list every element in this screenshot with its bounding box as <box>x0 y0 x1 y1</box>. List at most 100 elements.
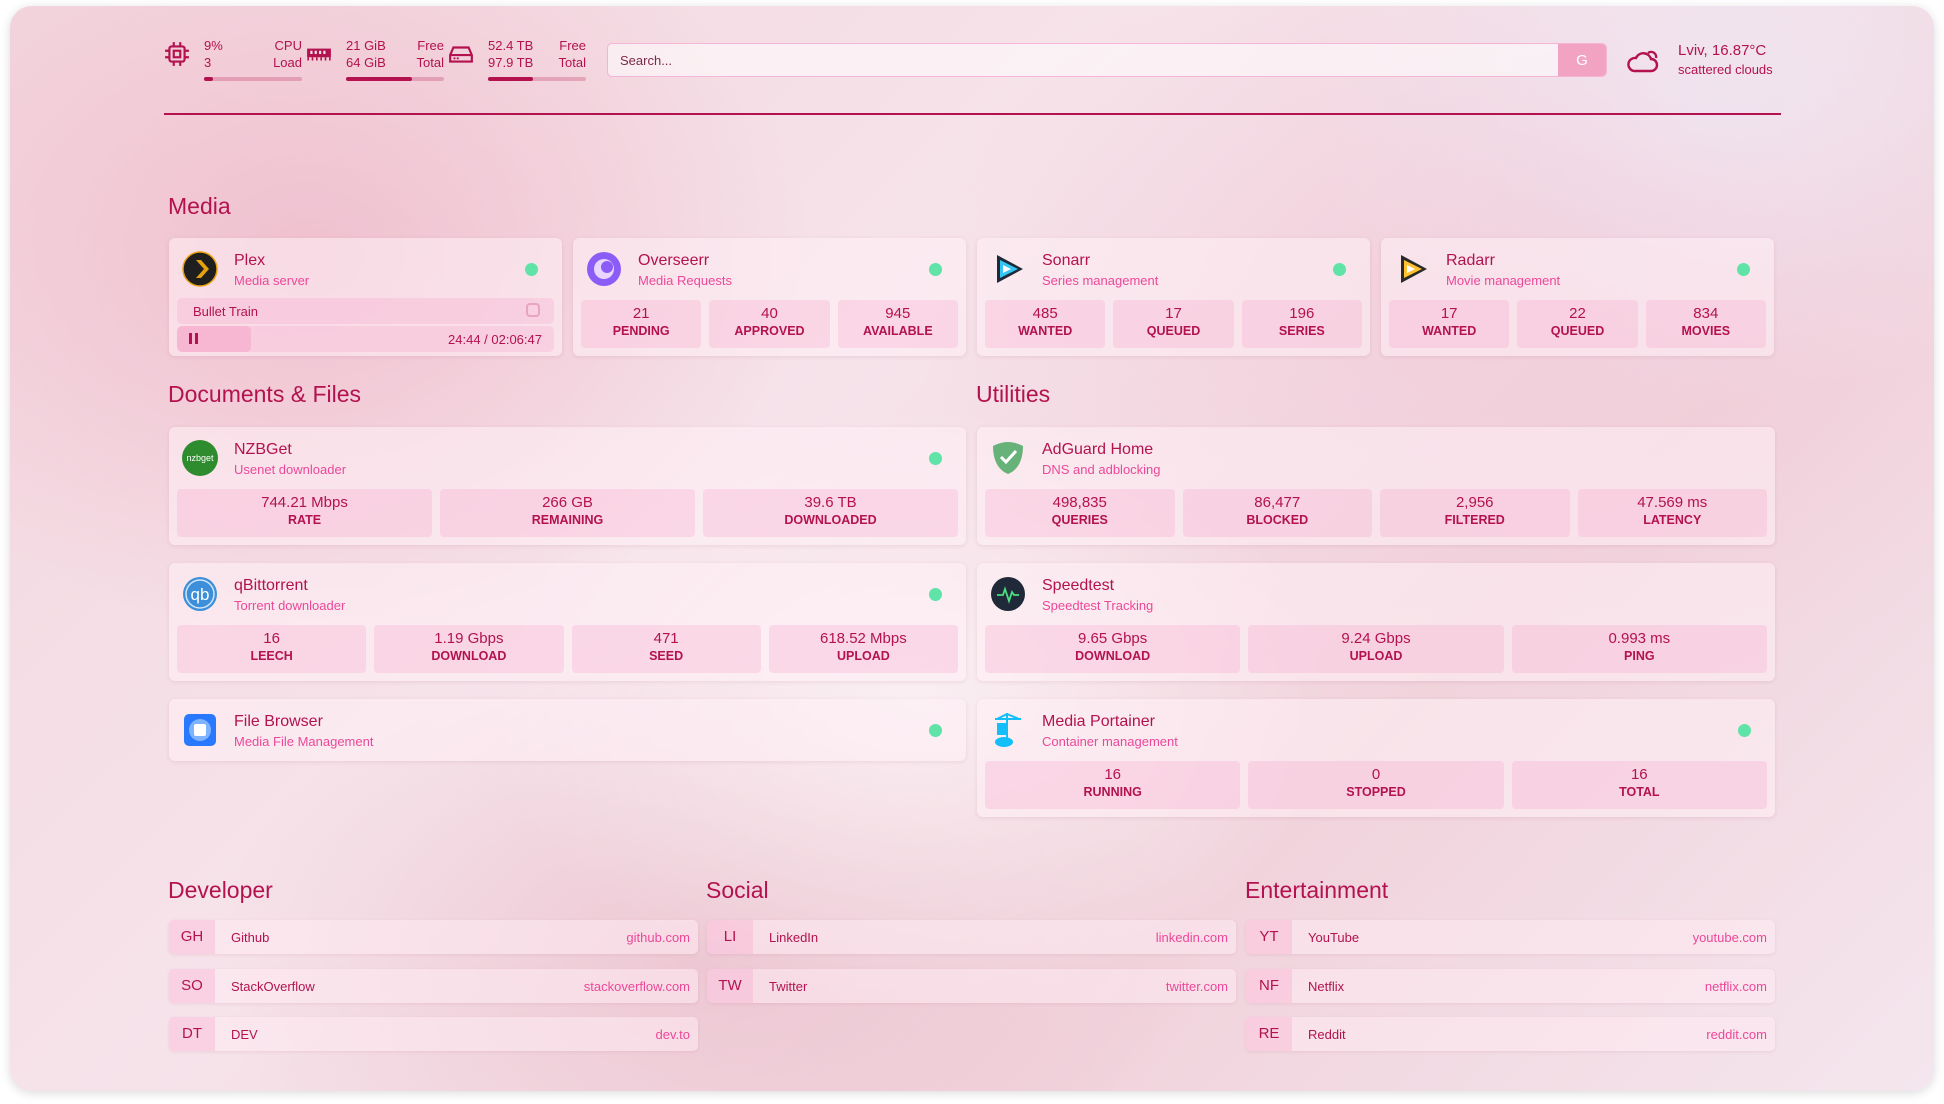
service-card-qbittorrent[interactable]: qb qBittorrent Torrent downloader 16 LEECH… <box>169 563 966 681</box>
bookmark-netflix[interactable]: NF Netflix netflix.com <box>1246 968 1775 1003</box>
pause-icon[interactable] <box>189 333 198 344</box>
status-indicator <box>929 263 942 276</box>
bookmark-abbr: NF <box>1246 968 1292 1003</box>
stat-value: 22 <box>1569 305 1586 322</box>
overseerr-icon <box>585 250 623 288</box>
search-input[interactable] <box>608 44 1532 76</box>
stat-label: FILTERED <box>1444 513 1505 527</box>
service-card-plex[interactable]: Plex Media server Bullet Train 24:44 / 02… <box>169 238 562 356</box>
weather-condition: scattered clouds <box>1678 62 1773 77</box>
status-indicator <box>525 263 538 276</box>
stat-wanted: 17 WANTED <box>1389 300 1510 348</box>
bookmark-url: netflix.com <box>1704 978 1767 994</box>
stats-row: 744.21 Mbps RATE 266 GB REMAINING 39.6 TB DOW… <box>177 489 958 537</box>
stats-row: 9.65 Gbps DOWNLOAD 9.24 Gbps UPLOAD 0.993 ms… <box>985 625 1767 673</box>
bookmark-youtube[interactable]: YT YouTube youtube.com <box>1246 920 1775 954</box>
stream-icon[interactable] <box>526 303 540 317</box>
stat-value: 1.19 Gbps <box>434 630 504 647</box>
stat-label: PING <box>1624 649 1655 663</box>
service-card-overseerr[interactable]: Overseerr Media Requests 21 PENDING 40 APPRO… <box>573 238 966 356</box>
stat-label: BLOCKED <box>1246 513 1309 527</box>
disk-widget: 52.4 TB 97.9 TB Free Total <box>448 37 586 81</box>
stat-value: 40 <box>761 305 778 322</box>
now-playing-title-bar: Bullet Train <box>177 298 554 324</box>
search-provider-button[interactable]: G <box>1558 44 1606 76</box>
cpu-load: 3 <box>204 55 212 70</box>
stat-value: 498,835 <box>1052 494 1107 511</box>
stat-label: LATENCY <box>1643 513 1702 527</box>
service-card-file-browser[interactable]: File Browser Media File Management <box>169 699 966 761</box>
stat-running: 16 RUNNING <box>985 761 1241 809</box>
bookmark-dev[interactable]: DT DEV dev.to <box>169 1017 698 1051</box>
bookmark-reddit[interactable]: RE Reddit reddit.com <box>1246 1017 1775 1051</box>
stat-available: 945 AVAILABLE <box>837 300 958 348</box>
service-subtitle: Series management <box>1042 273 1159 288</box>
total-label: Total <box>558 55 586 70</box>
service-subtitle: Speedtest Tracking <box>1042 598 1154 613</box>
stat-label: RUNNING <box>1083 785 1142 799</box>
weather-widget[interactable]: Lviv, 16.87°C scattered clouds <box>1626 42 1773 77</box>
stat-label: LEECH <box>250 649 293 663</box>
stat-value: 266 GB <box>542 494 593 511</box>
stat-value: 17 <box>1165 305 1182 322</box>
stat-value: 945 <box>885 305 911 322</box>
memory-values: 21 GiB 64 GiB <box>346 37 386 71</box>
stats-row: 16 LEECH 1.19 Gbps DOWNLOAD 471 SEED 618.52 Mb… <box>177 625 958 673</box>
bar-fill <box>204 77 213 81</box>
bookmark-group-heading: Developer <box>168 877 273 903</box>
bookmark-abbr: RE <box>1246 1017 1292 1051</box>
stats-row: 17 WANTED 22 QUEUED 834 MOVIES <box>1389 300 1766 348</box>
stat-remaining: 266 GB REMAINING <box>440 489 695 537</box>
service-title: AdGuard Home <box>1042 441 1154 458</box>
stat-value: 16 <box>1104 766 1121 783</box>
service-card-sonarr[interactable]: Sonarr Series management 485 WANTED 17 QUEUE… <box>977 238 1370 356</box>
bookmark-name: Reddit <box>1308 1027 1346 1042</box>
service-card-speedtest[interactable]: Speedtest Speedtest Tracking 9.65 Gbps DOW… <box>977 563 1775 681</box>
stat-label: WANTED <box>1018 324 1073 338</box>
stat-upload: 9.24 Gbps UPLOAD <box>1248 625 1504 673</box>
service-card-adguard-home[interactable]: AdGuard Home DNS and adblocking 498,835 QU… <box>977 427 1775 545</box>
status-indicator <box>1333 263 1346 276</box>
stat-value: 471 <box>653 630 679 647</box>
service-card-media-portainer[interactable]: Media Portainer Container management 16 RU… <box>977 699 1775 817</box>
stats-row: 498,835 QUERIES 86,477 BLOCKED 2,956 FILTERED… <box>985 489 1767 537</box>
bookmark-stackoverflow[interactable]: SO StackOverflow stackoverflow.com <box>169 968 698 1003</box>
stat-label: PENDING <box>612 324 670 338</box>
service-card-radarr[interactable]: Radarr Movie management 17 WANTED 22 QUEUED 8… <box>1381 238 1774 356</box>
stat-value: 39.6 TB <box>804 494 857 511</box>
bookmark-name: DEV <box>231 1027 258 1042</box>
memory-icon <box>307 48 331 61</box>
disk-icon <box>449 46 473 63</box>
stat-download: 1.19 Gbps DOWNLOAD <box>374 625 564 673</box>
weather-location-temp: Lviv, 16.87°C <box>1678 42 1767 59</box>
service-card-nzbget[interactable]: nzbget NZBGet Usenet downloader 744.21 Mb… <box>169 427 966 545</box>
free-label: Free <box>417 38 444 53</box>
bookmark-abbr: TW <box>707 968 753 1003</box>
stat-blocked: 86,477 BLOCKED <box>1182 489 1372 537</box>
section-heading-documents: Documents & Files <box>168 381 362 407</box>
bookmark-github[interactable]: GH Github github.com <box>169 920 698 954</box>
bookmark-twitter[interactable]: TW Twitter twitter.com <box>707 968 1236 1003</box>
sonarr-icon <box>989 250 1027 288</box>
stat-label: UPLOAD <box>1349 649 1403 663</box>
stat-label: DOWNLOAD <box>431 649 507 663</box>
cloud-icon <box>1627 50 1659 72</box>
cpu-label: CPU <box>274 38 302 53</box>
bookmark-linkedin[interactable]: LI LinkedIn linkedin.com <box>707 920 1236 954</box>
stat-value: 16 <box>263 630 280 647</box>
disk-values: 52.4 TB 97.9 TB <box>488 37 533 71</box>
memory-bar <box>346 77 444 81</box>
disk-total: 97.9 TB <box>488 55 534 70</box>
status-indicator <box>929 588 942 601</box>
bookmark-group-heading: Entertainment <box>1245 877 1389 903</box>
cpu-icon <box>165 42 189 66</box>
stat-value: 196 <box>1289 305 1315 322</box>
stat-value: 86,477 <box>1254 494 1301 511</box>
bookmark-abbr: GH <box>169 920 215 954</box>
bookmark-url: stackoverflow.com <box>583 978 690 994</box>
stat-label: TOTAL <box>1619 785 1660 799</box>
bookmark-abbr: SO <box>169 968 215 1003</box>
bookmark-url: dev.to <box>655 1027 690 1042</box>
dashboard-window: 9% 3 CPU Load 21 GiB 64 GiB Free Total 52.4 … <box>10 6 1934 1091</box>
stat-value: 485 <box>1032 305 1058 322</box>
